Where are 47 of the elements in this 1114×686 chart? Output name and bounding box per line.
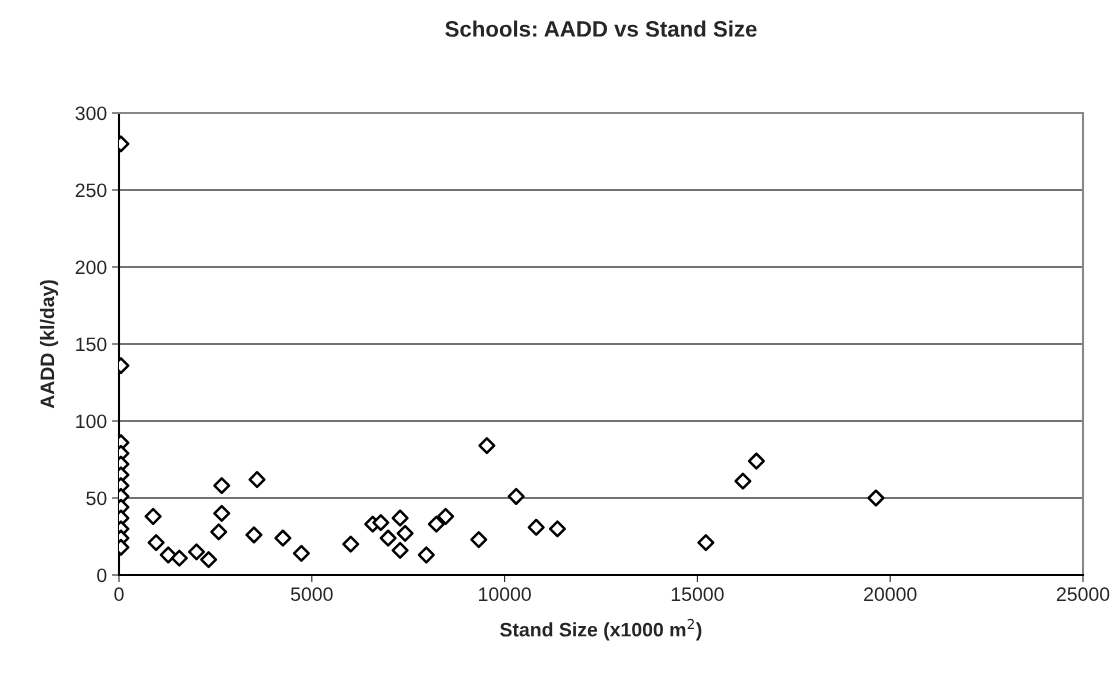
x-tick-label: 15000 (671, 587, 724, 602)
point (437, 507, 455, 526)
chart-title: Schools: AADD vs Stand Size (445, 20, 757, 37)
point (342, 535, 360, 553)
point (292, 544, 310, 562)
point (144, 507, 162, 526)
y-axis-title: AADD (kl/day) (39, 280, 59, 409)
point (417, 546, 435, 564)
point (170, 549, 188, 567)
point (391, 541, 409, 559)
point (372, 514, 390, 532)
x-axis-title: Stand Size (x1000 m$^{2}$) (500, 618, 702, 641)
point (210, 523, 228, 541)
point (245, 526, 263, 544)
point (734, 472, 752, 490)
x-tick-label: 5000 (290, 587, 333, 602)
point (747, 452, 765, 470)
point (396, 524, 414, 542)
point (200, 551, 218, 569)
y-tick-label: 300 (75, 106, 107, 121)
point (379, 529, 397, 547)
y-tick-label: 250 (75, 183, 107, 198)
point (697, 534, 715, 552)
y-tick-label: 200 (75, 260, 107, 275)
point (391, 509, 409, 527)
point (159, 546, 177, 564)
point (548, 520, 566, 538)
point (274, 529, 292, 547)
x-tick-label: 10000 (479, 587, 531, 602)
point (867, 489, 885, 507)
x-tick-label: 20000 (864, 587, 917, 602)
point (147, 534, 165, 552)
x-tick-label: 0 (114, 587, 124, 602)
y-tick-label: 0 (97, 568, 107, 583)
point (187, 543, 206, 561)
point (478, 437, 496, 455)
point (213, 504, 231, 522)
y-tick-label: 50 (86, 491, 107, 506)
point (248, 470, 266, 489)
point (507, 487, 525, 505)
y-tick-label: 100 (76, 414, 107, 429)
point (470, 531, 488, 549)
point (213, 477, 231, 495)
x-tick-label: 25000 (1056, 587, 1110, 602)
point (527, 518, 545, 536)
point (427, 515, 445, 533)
y-tick-label: 150 (76, 337, 107, 352)
